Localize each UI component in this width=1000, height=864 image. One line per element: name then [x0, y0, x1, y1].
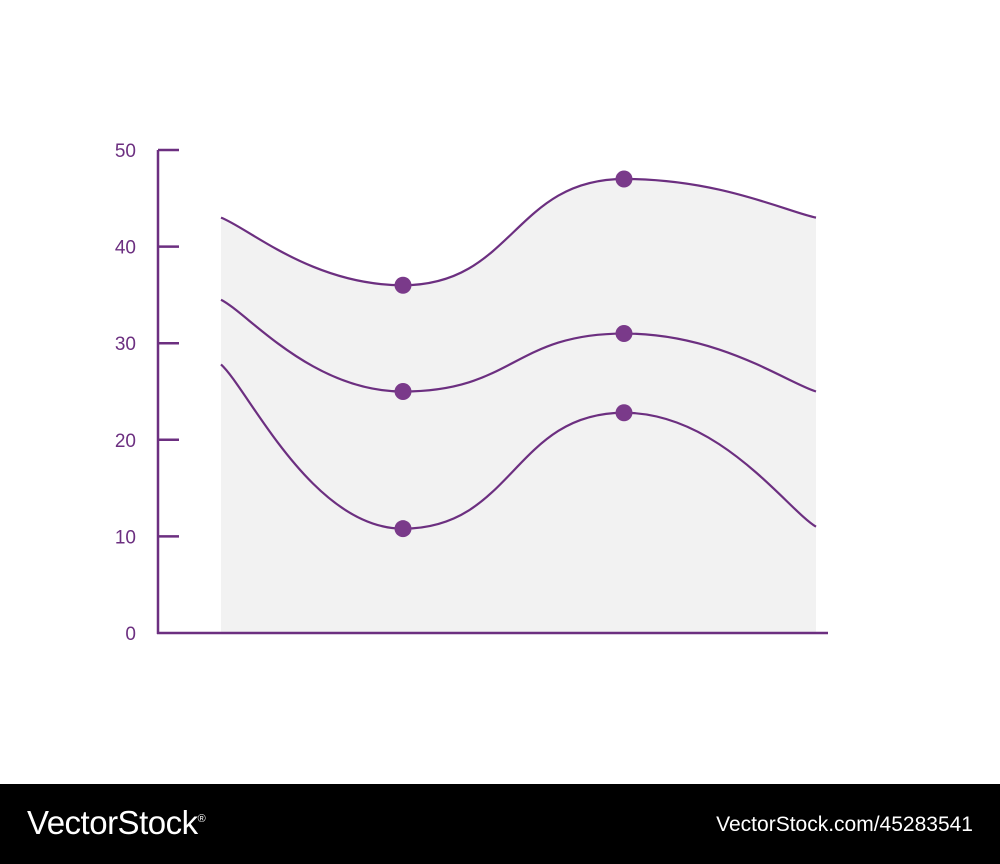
- data-point-marker: [394, 520, 412, 538]
- series-line-1: [220, 177, 817, 287]
- y-tick-label: 10: [115, 527, 136, 548]
- data-point-marker: [615, 325, 633, 343]
- series-line-3: [220, 363, 817, 530]
- y-tick-label: 40: [115, 238, 136, 259]
- data-point-marker: [394, 383, 412, 400]
- data-point-marker: [394, 276, 412, 294]
- data-point-marker: [615, 404, 633, 422]
- y-tick-label: 20: [115, 431, 136, 452]
- chart-canvas: 0 10 20 30 40 50: [115, 141, 828, 645]
- y-tick-label: 0: [125, 624, 136, 645]
- registered-mark: ®: [197, 813, 206, 825]
- shaded-area: [221, 178, 816, 634]
- series-lines: [220, 177, 817, 530]
- watermark-reference: VectorStock.com/45283541: [716, 813, 973, 836]
- y-tick-label: 30: [115, 334, 136, 355]
- series-line-2: [220, 298, 817, 393]
- brand-name: VectorStock: [27, 804, 198, 841]
- data-point-marker: [615, 170, 633, 188]
- y-axis: 0 10 20 30 40 50: [115, 141, 828, 645]
- watermark-footer: VectorStock® VectorStock.com/45283541: [0, 784, 1000, 864]
- y-tick-label: 50: [115, 141, 136, 162]
- watermark-brand: VectorStock®: [27, 804, 206, 842]
- data-markers: [394, 170, 633, 538]
- line-chart: 0 10 20 30 40 50: [115, 141, 828, 645]
